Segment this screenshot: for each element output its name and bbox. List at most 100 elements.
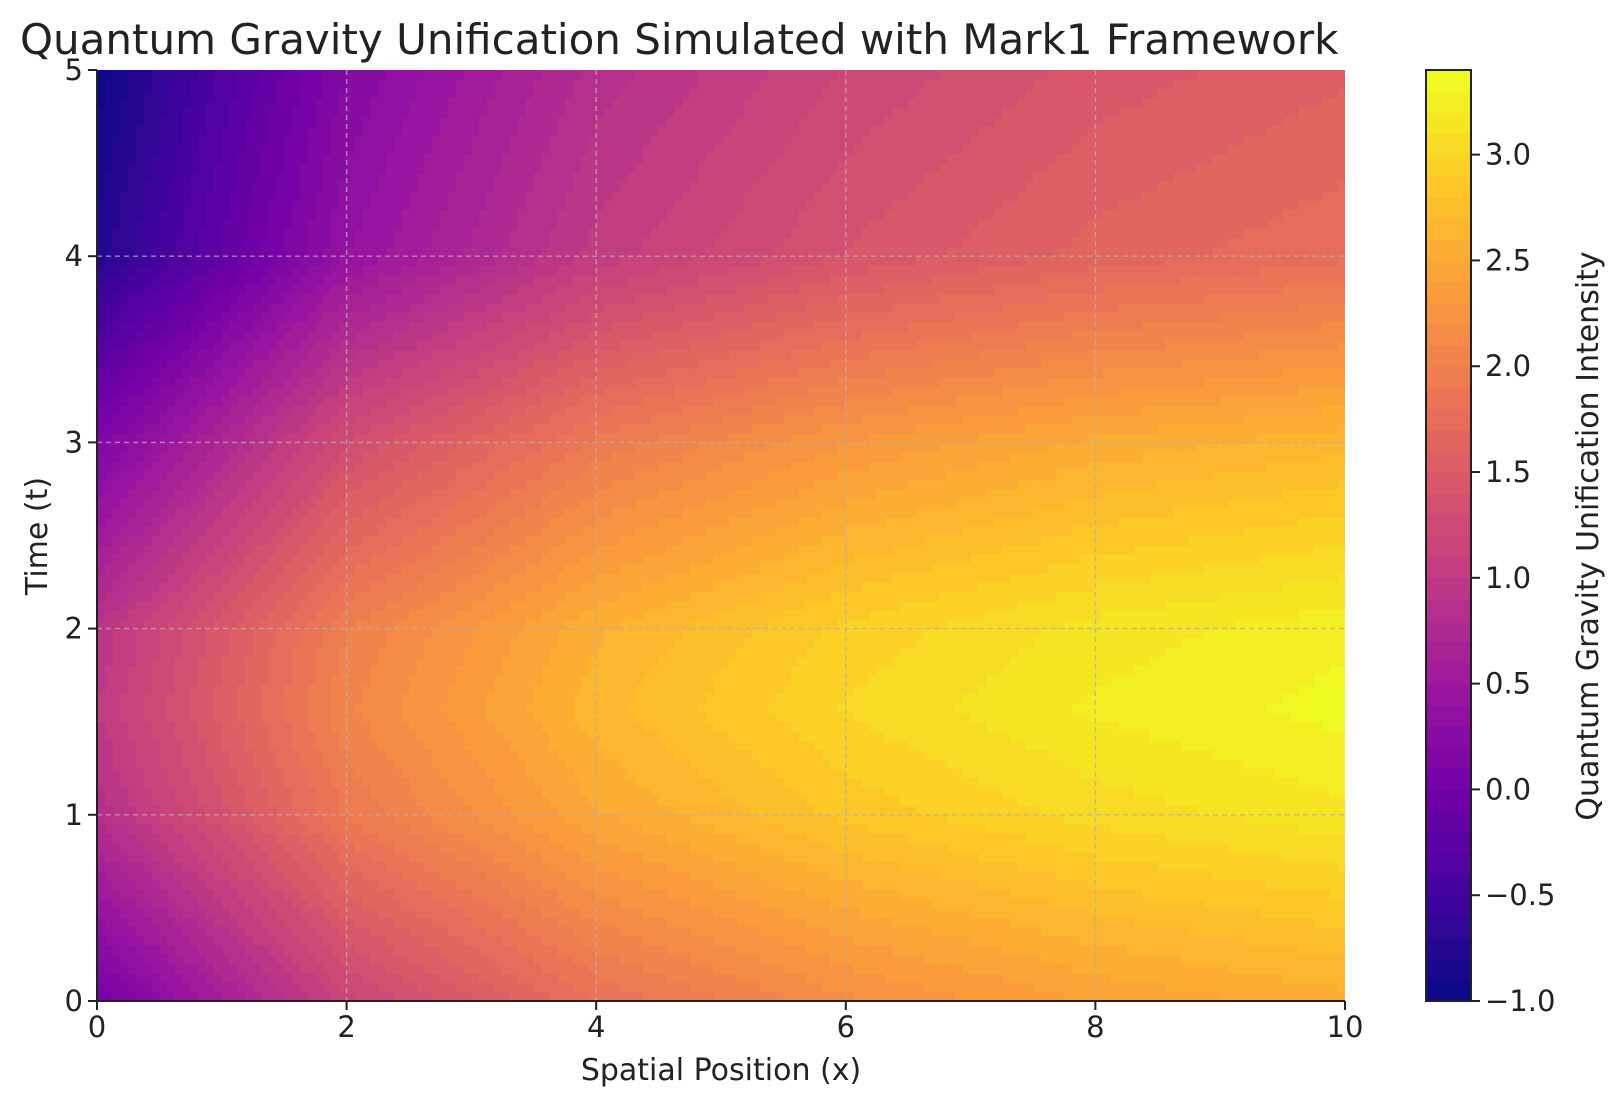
heatmap-cell [471,917,480,928]
heatmap-cell [198,768,207,779]
heatmap-cell [994,833,1003,844]
heatmap-cell [1181,973,1190,983]
heatmap-cell [1157,861,1167,872]
heatmap-cell [588,945,597,956]
heatmap-cell [214,935,223,946]
heatmap-cell [1079,842,1089,853]
heatmap-cell [526,991,535,1001]
heatmap-cell [752,731,761,741]
heatmap-cell [877,879,886,890]
heatmap-cell [479,786,488,797]
heatmap-cell [416,870,426,881]
heatmap-cell [1111,740,1120,751]
heatmap-cell [861,907,870,918]
heatmap-cell [377,954,387,965]
heatmap-cell [245,963,254,974]
heatmap-cell [1095,814,1104,825]
heatmap-cell [1173,768,1182,779]
heatmap-cell [221,721,231,732]
heatmap-cell [253,712,262,723]
heatmap-cell [830,889,839,900]
heatmap-cell [432,889,441,900]
heatmap-cell [112,740,121,751]
heatmap-cell [713,805,722,816]
heatmap-cell [588,991,597,1001]
heatmap-cell [1126,842,1135,853]
heatmap-cell [1196,945,1206,956]
heatmap-cell [845,879,855,890]
heatmap-cell [487,712,496,723]
heatmap-cell [377,861,387,872]
heatmap-cell [1134,777,1143,788]
heatmap-cell [448,758,457,769]
heatmap-cell [674,842,683,853]
heatmap-cell [229,954,238,965]
heatmap-cell [424,721,433,732]
heatmap-cell [331,963,340,974]
heatmap-cell [775,954,784,965]
heatmap-cell [112,768,121,779]
heatmap-cell [1204,749,1213,760]
heatmap-cell [1126,786,1135,797]
heatmap-cell [1126,889,1135,900]
heatmap-cell [853,740,862,751]
heatmap-cell [1064,852,1073,862]
heatmap-cell [440,805,449,816]
heatmap-cell [744,935,753,946]
heatmap-cell [1079,926,1089,937]
heatmap-cell [276,954,285,965]
heatmap-cell [1017,833,1026,844]
heatmap-cell [159,879,168,890]
heatmap-cell [955,805,964,816]
heatmap-cell [861,814,870,825]
heatmap-cell [440,861,449,872]
heatmap-cell [775,917,784,928]
heatmap-cell [557,926,566,937]
heatmap-cell [658,814,667,825]
heatmap-cell [518,963,527,974]
heatmap-cell [276,749,285,760]
heatmap-cell [994,926,1003,937]
heatmap-cell [1001,712,1011,723]
heatmap-cell [666,852,675,862]
heatmap-cell [1189,889,1198,900]
heatmap-cell [853,907,862,918]
heatmap-cell [721,721,730,732]
heatmap-cell [471,982,480,993]
heatmap-cell [206,703,215,713]
heatmap-cell [565,805,574,816]
heatmap-cell [775,768,784,779]
heatmap-cell [323,963,332,974]
heatmap-cell [276,852,285,862]
heatmap-cell [619,907,628,918]
heatmap-cell [1298,945,1307,956]
heatmap-cell [838,824,847,835]
heatmap-cell [682,796,691,807]
heatmap-cell [1033,731,1042,741]
heatmap-cell [182,805,192,816]
heatmap-cell [978,731,987,741]
heatmap-cell [572,982,582,993]
heatmap-cell [331,842,340,853]
heatmap-cell [635,786,644,797]
heatmap-cell [916,907,925,918]
heatmap-cell [1259,935,1268,946]
heatmap-cell [1298,814,1307,825]
heatmap-cell [955,954,964,965]
heatmap-cell [791,861,800,872]
heatmap-cell [947,805,956,816]
heatmap-cell [167,973,176,983]
heatmap-cell [658,833,667,844]
heatmap-cell [1087,721,1096,732]
heatmap-cell [112,749,121,760]
heatmap-cell [1321,842,1330,853]
heatmap-cell [845,973,855,983]
heatmap-cell [253,861,262,872]
heatmap-cell [643,758,652,769]
heatmap-cell [900,917,909,928]
heatmap-cell [471,777,480,788]
heatmap-cell [393,870,402,881]
heatmap-cell [588,796,597,807]
heatmap-cell [1165,805,1174,816]
heatmap-cell [97,703,106,713]
